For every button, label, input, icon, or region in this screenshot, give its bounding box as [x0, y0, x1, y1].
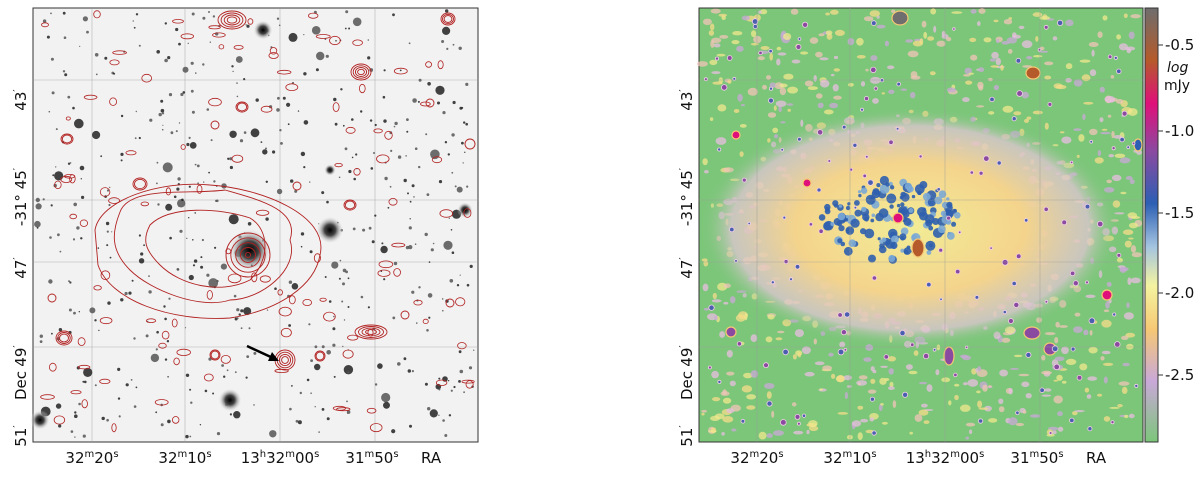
coordinate-grid: [33, 8, 478, 442]
x-tick-labels: 32m20s 32m10s 13h32m00s 31m50s: [65, 449, 398, 467]
x-tick-label: 31m50s: [345, 449, 398, 467]
x-tick-label: 32m10s: [158, 449, 211, 467]
y-tick-label: -31° 45′: [678, 167, 696, 226]
radio-map-svg: -0.5 -1.0 -1.5 -2.0 -2.5 log mJy 32m20s 32m10…: [678, 7, 1194, 467]
colorbar-label-unit: mJy: [1164, 78, 1190, 94]
colorbar-ticks: -0.5 -1.0 -1.5 -2.0 -2.5: [1158, 36, 1194, 384]
x-tick-labels: 32m20s 32m10s 13h32m00s 31m50s: [730, 449, 1063, 467]
y-tick-label: -31° 45′: [12, 167, 30, 226]
colorbar-tick-label: -2.0: [1165, 284, 1194, 302]
y-tick-label: 51′: [12, 425, 30, 447]
x-tick-label: 13h32m00s: [241, 449, 320, 467]
colorbar-tick-label: -0.5: [1165, 36, 1194, 54]
y-tick-label: 49′: [12, 345, 30, 367]
diffuse-halo: [700, 108, 1120, 348]
x-tick-label: 31m50s: [1010, 449, 1063, 467]
y-tick-label: 43′: [678, 89, 696, 111]
central-emission: [818, 175, 961, 264]
x-tick-label: 32m20s: [65, 449, 118, 467]
y-tick-label: 51′: [678, 425, 696, 447]
colorbar-tick-label: -1.5: [1165, 204, 1194, 222]
radio-map-panel: -0.5 -1.0 -1.5 -2.0 -2.5 log mJy 32m20s 32m10…: [600, 0, 1200, 479]
colorbar-tick-label: -2.5: [1165, 366, 1194, 384]
x-axis-label: RA: [421, 449, 442, 467]
y-tick-label: 47′: [678, 257, 696, 279]
colorbar-tick-label: -1.0: [1165, 122, 1194, 140]
x-tick-label: 32m10s: [823, 449, 876, 467]
coordinate-grid: [699, 8, 1143, 442]
optical-contour-panel: 32m20s 32m10s 13h32m00s 31m50s 43′ -31° 45′ 4…: [0, 0, 600, 479]
y-tick-label: 49′: [678, 345, 696, 367]
y-tick-labels: 43′ -31° 45′ 47′ 49′ 51′: [678, 89, 696, 447]
compact-sources: [704, 10, 1143, 436]
colorbar: [1144, 7, 1159, 443]
x-axis-label: RA: [1086, 449, 1107, 467]
optical-image-frame: [32, 7, 479, 443]
radio-contours: [40, 10, 476, 433]
colorbar-label-log: log: [1167, 60, 1188, 76]
y-axis-label: Dec: [678, 371, 696, 400]
y-tick-labels: 43′ -31° 45′ 47′ 49′ 51′: [12, 89, 30, 447]
y-axis-label: Dec: [12, 371, 30, 400]
arrow-marker: [246, 344, 279, 361]
x-tick-label: 32m20s: [730, 449, 783, 467]
optical-contour-svg: 32m20s 32m10s 13h32m00s 31m50s 43′-31° 45′4…: [12, 7, 479, 467]
x-tick-label: 13h32m00s: [906, 449, 985, 467]
y-tick-label: 47′: [12, 257, 30, 279]
y-tick-label: 43′: [12, 89, 30, 111]
